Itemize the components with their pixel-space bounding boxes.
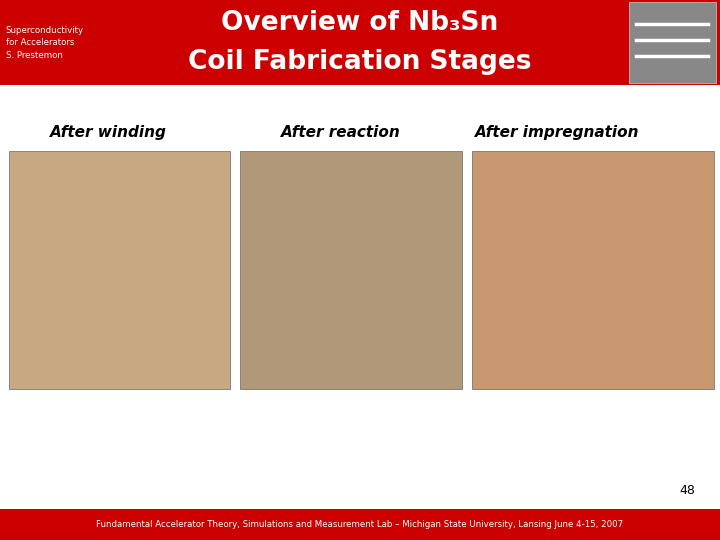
Bar [240, 151, 462, 389]
Text: After impregnation: After impregnation [475, 125, 639, 140]
Text: After winding: After winding [50, 125, 167, 140]
Bar [472, 151, 714, 389]
Bar [0, 0, 720, 85]
Text: Coil Fabrication Stages: Coil Fabrication Stages [188, 49, 532, 75]
Text: Superconductivity
for Accelerators
S. Prestemon: Superconductivity for Accelerators S. Pr… [6, 26, 84, 59]
Text: 48: 48 [679, 484, 695, 497]
Bar [629, 2, 716, 83]
Bar [9, 151, 230, 389]
Text: After reaction: After reaction [281, 125, 400, 140]
Text: Overview of Nb₃Sn: Overview of Nb₃Sn [221, 10, 499, 36]
Text: Fundamental Accelerator Theory, Simulations and Measurement Lab – Michigan State: Fundamental Accelerator Theory, Simulati… [96, 520, 624, 529]
Bar [0, 509, 720, 540]
